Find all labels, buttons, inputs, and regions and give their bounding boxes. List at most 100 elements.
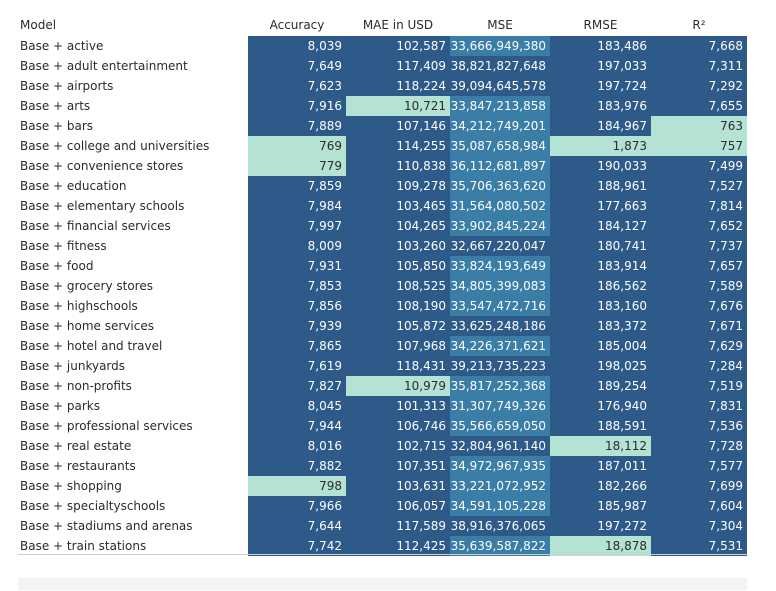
mae-cell: 117,589 bbox=[346, 516, 450, 536]
mae-cell: 118,431 bbox=[346, 356, 450, 376]
column-header-mae[interactable]: MAE in USD bbox=[362, 17, 434, 32]
table-row: Base + junkyards 7,619 118,431 39,213,735,2… bbox=[18, 356, 747, 376]
mse-cell: 34,591,105,228 bbox=[450, 496, 550, 516]
mse-cell: 35,566,659,050 bbox=[450, 416, 550, 436]
mae-cell: 102,715 bbox=[346, 436, 450, 456]
mae-cell: 10,721 bbox=[346, 96, 450, 116]
accuracy-cell: 8,045 bbox=[248, 396, 346, 416]
r2-cell: 7,292 bbox=[651, 76, 747, 96]
mse-cell: 35,706,363,620 bbox=[450, 176, 550, 196]
accuracy-cell: 8,039 bbox=[248, 36, 346, 56]
model-name-cell: Base + financial services bbox=[18, 216, 248, 236]
results-table-container: Model Accuracy MAE in USD MSE RMSE R² Ba… bbox=[18, 13, 747, 556]
accuracy-cell: 7,859 bbox=[248, 176, 346, 196]
table-row: Base + arts 7,916 10,721 33,847,213,858 183,… bbox=[18, 96, 747, 116]
rmse-cell: 185,004 bbox=[550, 336, 651, 356]
mse-cell: 33,547,472,716 bbox=[450, 296, 550, 316]
accuracy-cell: 7,997 bbox=[248, 216, 346, 236]
table-row: Base + bars 7,889 107,146 34,212,749,201 184… bbox=[18, 116, 747, 136]
r2-cell: 7,311 bbox=[651, 56, 747, 76]
model-name-cell: Base + active bbox=[18, 36, 248, 56]
accuracy-cell: 7,944 bbox=[248, 416, 346, 436]
mse-cell: 34,972,967,935 bbox=[450, 456, 550, 476]
r2-cell: 7,531 bbox=[651, 536, 747, 556]
table-row: Base + elementary schools 7,984 103,465 31,… bbox=[18, 196, 747, 216]
model-name-cell: Base + real estate bbox=[18, 436, 248, 456]
rmse-cell: 188,961 bbox=[550, 176, 651, 196]
mse-cell: 31,564,080,502 bbox=[450, 196, 550, 216]
accuracy-cell: 7,619 bbox=[248, 356, 346, 376]
r2-cell: 7,728 bbox=[651, 436, 747, 456]
model-name-cell: Base + stadiums and arenas bbox=[18, 516, 248, 536]
mae-cell: 107,351 bbox=[346, 456, 450, 476]
header-row: Model Accuracy MAE in USD MSE RMSE R² bbox=[18, 13, 747, 36]
model-name-cell: Base + junkyards bbox=[18, 356, 248, 376]
mae-cell: 118,224 bbox=[346, 76, 450, 96]
rmse-cell: 183,486 bbox=[550, 36, 651, 56]
column-header-rmse[interactable]: RMSE bbox=[583, 17, 618, 32]
table-row: Base + real estate 8,016 102,715 32,804,961… bbox=[18, 436, 747, 456]
accuracy-cell: 7,853 bbox=[248, 276, 346, 296]
r2-cell: 7,657 bbox=[651, 256, 747, 276]
mae-cell: 106,057 bbox=[346, 496, 450, 516]
mse-cell: 33,902,845,224 bbox=[450, 216, 550, 236]
accuracy-cell: 7,742 bbox=[248, 536, 346, 556]
r2-cell: 7,737 bbox=[651, 236, 747, 256]
model-name-cell: Base + airports bbox=[18, 76, 248, 96]
rmse-cell: 197,033 bbox=[550, 56, 651, 76]
table-row: Base + parks 8,045 101,313 31,307,749,326 17… bbox=[18, 396, 747, 416]
column-header-r2[interactable]: R² bbox=[692, 17, 706, 32]
rmse-cell: 18,878 bbox=[550, 536, 651, 556]
mse-cell: 34,805,399,083 bbox=[450, 276, 550, 296]
model-name-cell: Base + highschools bbox=[18, 296, 248, 316]
rmse-cell: 184,967 bbox=[550, 116, 651, 136]
model-name-cell: Base + hotel and travel bbox=[18, 336, 248, 356]
model-name-cell: Base + professional services bbox=[18, 416, 248, 436]
r2-cell: 7,814 bbox=[651, 196, 747, 216]
accuracy-cell: 7,966 bbox=[248, 496, 346, 516]
mae-cell: 109,278 bbox=[346, 176, 450, 196]
column-header-mse[interactable]: MSE bbox=[487, 17, 513, 32]
mae-cell: 102,587 bbox=[346, 36, 450, 56]
column-header-model[interactable]: Model bbox=[20, 17, 57, 32]
r2-cell: 7,536 bbox=[651, 416, 747, 436]
r2-cell: 7,499 bbox=[651, 156, 747, 176]
r2-cell: 7,519 bbox=[651, 376, 747, 396]
column-header-accuracy[interactable]: Accuracy bbox=[269, 17, 325, 32]
table-row: Base + education 7,859 109,278 35,706,363,6… bbox=[18, 176, 747, 196]
rmse-cell: 182,266 bbox=[550, 476, 651, 496]
accuracy-cell: 7,882 bbox=[248, 456, 346, 476]
rmse-cell: 184,127 bbox=[550, 216, 651, 236]
mae-cell: 10,979 bbox=[346, 376, 450, 396]
model-name-cell: Base + non-profits bbox=[18, 376, 248, 396]
accuracy-cell: 7,649 bbox=[248, 56, 346, 76]
mse-cell: 35,639,587,822 bbox=[450, 536, 550, 556]
model-name-cell: Base + restaurants bbox=[18, 456, 248, 476]
table-row: Base + hotel and travel 7,865 107,968 34,22… bbox=[18, 336, 747, 356]
mse-cell: 32,804,961,140 bbox=[450, 436, 550, 456]
model-name-cell: Base + college and universities bbox=[18, 136, 248, 156]
r2-cell: 7,831 bbox=[651, 396, 747, 416]
model-name-cell: Base + arts bbox=[18, 96, 248, 116]
rmse-cell: 186,562 bbox=[550, 276, 651, 296]
rmse-cell: 1,873 bbox=[550, 136, 651, 156]
table-row: Base + active 8,039 102,587 33,666,949,380 1… bbox=[18, 36, 747, 56]
table-row: Base + shopping 798 103,631 33,221,072,952 1… bbox=[18, 476, 747, 496]
mse-cell: 39,094,645,578 bbox=[450, 76, 550, 96]
rmse-cell: 18,112 bbox=[550, 436, 651, 456]
table-row: Base + adult entertainment 7,649 117,409 38… bbox=[18, 56, 747, 76]
r2-cell: 7,527 bbox=[651, 176, 747, 196]
mse-cell: 31,307,749,326 bbox=[450, 396, 550, 416]
r2-cell: 7,284 bbox=[651, 356, 747, 376]
rmse-cell: 187,011 bbox=[550, 456, 651, 476]
mse-cell: 34,226,371,621 bbox=[450, 336, 550, 356]
r2-cell: 7,668 bbox=[651, 36, 747, 56]
mae-cell: 103,631 bbox=[346, 476, 450, 496]
mae-cell: 117,409 bbox=[346, 56, 450, 76]
mae-cell: 101,313 bbox=[346, 396, 450, 416]
accuracy-cell: 7,984 bbox=[248, 196, 346, 216]
table-row: Base + food 7,931 105,850 33,824,193,649 183… bbox=[18, 256, 747, 276]
mae-cell: 112,425 bbox=[346, 536, 450, 556]
table-row: Base + professional services 7,944 106,746… bbox=[18, 416, 747, 436]
rmse-cell: 198,025 bbox=[550, 356, 651, 376]
